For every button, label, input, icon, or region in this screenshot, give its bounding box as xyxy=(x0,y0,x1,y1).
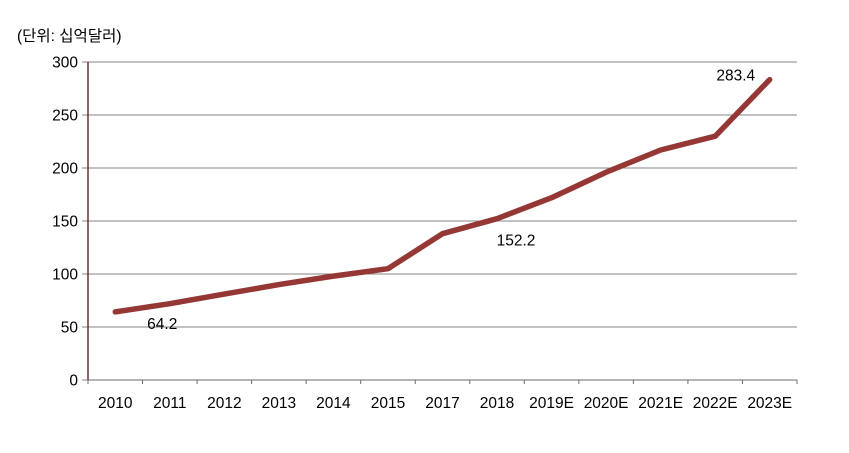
x-axis-label: 2020E xyxy=(584,395,629,412)
gridlines xyxy=(88,61,797,381)
x-axis-label: 2013 xyxy=(262,395,296,412)
y-axis-label: 50 xyxy=(61,320,79,337)
x-axis-label: 2017 xyxy=(425,395,459,412)
y-axis-label: 150 xyxy=(52,214,78,231)
y-axis-label: 0 xyxy=(69,373,78,390)
x-axis-label: 2021E xyxy=(638,395,683,412)
y-axis-label: 300 xyxy=(52,55,78,72)
axes: 0 50 100 150 200 250 300 2010 2011 2012 2013 2014 20… xyxy=(52,55,798,412)
data-series xyxy=(112,76,773,315)
x-axis-label: 2015 xyxy=(371,395,405,412)
x-axis-label: 2010 xyxy=(98,395,133,412)
x-axis-label: 2012 xyxy=(207,395,241,412)
y-axis-label: 250 xyxy=(52,108,78,125)
x-axis-label: 2014 xyxy=(316,395,351,412)
data-label: 152.2 xyxy=(497,233,536,250)
x-axis-label: 2011 xyxy=(153,395,186,412)
y-axis-label: 100 xyxy=(52,267,78,284)
data-label: 64.2 xyxy=(147,316,177,333)
x-axis-label: 2019E xyxy=(529,395,574,412)
x-axis-label: 2023E xyxy=(747,395,792,412)
series-line xyxy=(112,76,773,315)
data-labels: 64.2 152.2 283.4 xyxy=(147,68,755,333)
x-axis-label: 2018 xyxy=(480,395,514,412)
data-label: 283.4 xyxy=(716,68,755,85)
x-axis-label: 2022E xyxy=(693,395,738,412)
unit-label: (단위: 십억달러) xyxy=(17,27,122,45)
y-axis-label: 200 xyxy=(52,161,78,178)
